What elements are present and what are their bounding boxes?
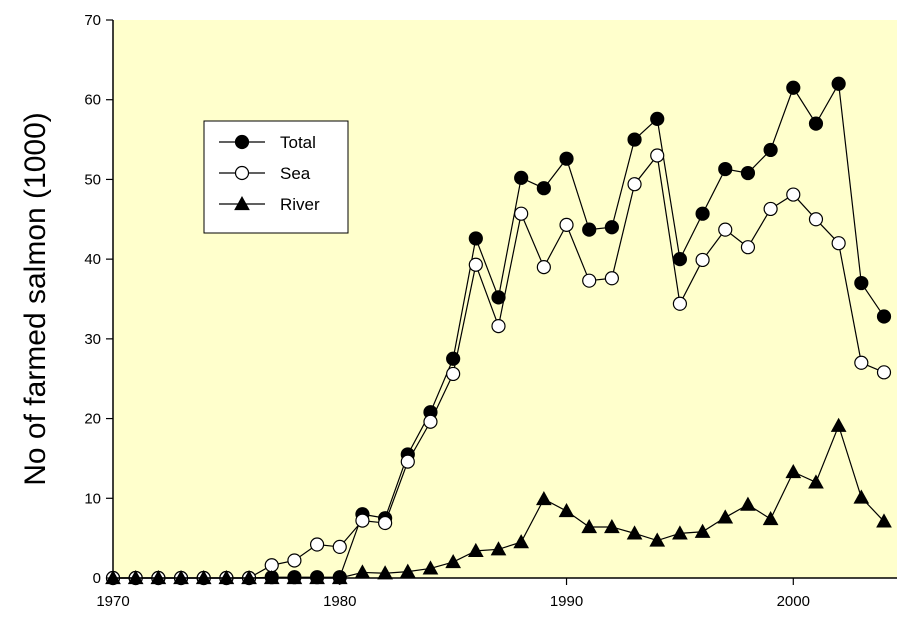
data-point-sea [309, 537, 325, 552]
data-point-total [718, 161, 733, 177]
legend-label-total: Total [280, 133, 316, 152]
y-tick-label: 20 [84, 411, 101, 428]
data-point-total [604, 220, 619, 235]
data-point-sea [400, 454, 415, 469]
data-point-sea [423, 414, 438, 429]
legend-label-river: River [280, 195, 320, 214]
data-point-river [581, 518, 598, 534]
data-point-total [695, 206, 710, 221]
data-point-river [513, 534, 530, 549]
data-point-total [786, 80, 801, 95]
data-point-total [627, 132, 642, 147]
data-point-total [876, 309, 892, 324]
data-point-river [785, 463, 802, 479]
x-tick-label: 1980 [323, 593, 356, 610]
data-point-river [490, 541, 507, 556]
legend-item-sea: Sea [219, 164, 311, 183]
x-tick-label: 2000 [777, 593, 810, 610]
data-point-sea [491, 319, 506, 334]
data-point-sea [514, 206, 529, 221]
y-tick-label: 60 [84, 92, 101, 109]
data-point-total [831, 76, 846, 91]
data-point-total [808, 116, 824, 131]
data-point-total [468, 231, 483, 246]
data-point-river [672, 525, 688, 540]
legend-box [203, 120, 349, 234]
data-point-river [536, 491, 552, 506]
data-point-total [559, 151, 574, 166]
legend-item-river: River [219, 195, 320, 214]
x-tick-label: 1970 [96, 593, 129, 610]
legend: Total Sea River [203, 120, 349, 234]
data-point-sea [650, 148, 665, 163]
y-tick-label: 0 [93, 570, 101, 587]
data-point-total [854, 275, 869, 291]
data-point-river [558, 503, 575, 518]
data-point-sea [876, 365, 892, 380]
data-point-river [399, 563, 416, 578]
data-point-sea [446, 366, 461, 382]
legend-marker-sea [234, 165, 250, 181]
legend-items: Total Sea River [219, 133, 320, 214]
data-point-total [763, 142, 778, 158]
data-point-river [467, 542, 484, 557]
data-point-sea [740, 240, 756, 255]
legend-marker-river [234, 195, 250, 211]
x-tick-label: 1990 [550, 593, 583, 610]
data-point-sea [536, 260, 551, 275]
data-point-river [649, 532, 666, 547]
data-point-sea [355, 513, 370, 528]
y-axis-title: No of farmed salmon (1000) [19, 112, 52, 486]
y-tick-label: 40 [84, 251, 101, 268]
legend-marker-total [234, 134, 250, 150]
data-point-sea [378, 515, 393, 531]
y-tick-label: 30 [84, 331, 101, 348]
data-point-total [536, 181, 551, 196]
data-point-sea [332, 539, 347, 555]
data-point-total [514, 170, 529, 185]
data-point-river [853, 489, 870, 504]
data-point-river [445, 554, 461, 569]
data-point-sea [264, 558, 279, 573]
data-point-sea [718, 222, 733, 237]
y-tick-label: 10 [84, 490, 101, 507]
data-point-sea [468, 257, 483, 272]
data-point-river [808, 474, 824, 489]
legend-item-total: Total [219, 133, 316, 152]
data-point-sea [582, 273, 597, 288]
y-tick-label: 70 [84, 12, 101, 29]
y-tick-label: 50 [84, 171, 101, 188]
data-point-river [876, 513, 892, 528]
data-point-river [740, 496, 756, 511]
data-point-sea [627, 177, 642, 192]
data-point-sea [559, 217, 574, 232]
data-point-total [740, 165, 756, 181]
data-point-total [672, 252, 688, 267]
data-point-sea [763, 201, 778, 217]
data-point-river [762, 510, 779, 526]
data-point-sea [831, 236, 846, 251]
data-point-river [694, 523, 711, 538]
data-point-river [830, 417, 847, 432]
data-point-sea [604, 271, 619, 286]
legend-label-sea: Sea [280, 164, 311, 183]
x-axis-ticks: 1970 1980 1990 2000 [96, 578, 810, 610]
data-point-sea [672, 296, 688, 311]
data-point-sea [695, 252, 710, 268]
data-point-river [604, 518, 620, 534]
data-point-river [626, 525, 643, 540]
data-point-sea [808, 212, 824, 227]
y-axis-ticks: 0 10 20 30 40 50 60 70 [84, 12, 113, 587]
data-point-sea [854, 355, 869, 370]
data-point-sea [287, 553, 302, 568]
data-point-total [491, 290, 506, 305]
data-point-river [377, 565, 393, 580]
data-point-total [582, 222, 597, 237]
data-point-sea [786, 187, 801, 202]
data-point-river [717, 509, 734, 524]
data-point-total [650, 111, 665, 126]
data-point-river [422, 560, 439, 575]
